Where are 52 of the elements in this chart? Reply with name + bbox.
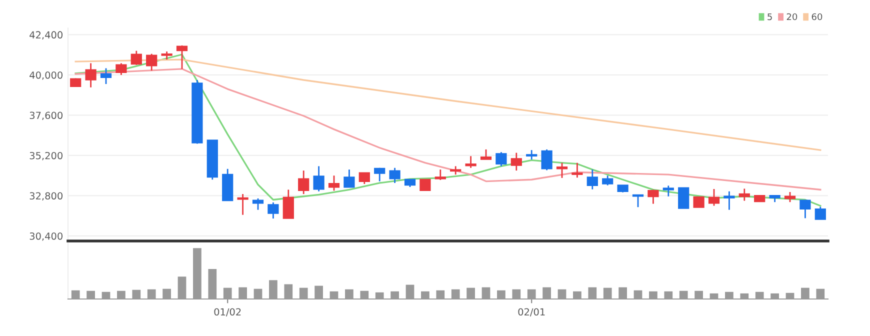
candlestick: [708, 188, 720, 206]
candlestick: [738, 188, 750, 202]
candlestick: [298, 170, 310, 195]
candlestick: [662, 184, 674, 198]
candlestick: [389, 167, 400, 184]
candlestick: [541, 148, 552, 171]
y-tick-label: 40,000: [30, 71, 62, 80]
candlestick: [268, 202, 279, 220]
x-tick-label: 01/02: [214, 308, 241, 316]
candlestick: [693, 196, 704, 208]
candlestick: [344, 168, 355, 188]
y-tick-label: 35,200: [30, 152, 62, 160]
candlestick: [146, 53, 158, 72]
candlestick: [648, 188, 659, 204]
candlestick: [556, 162, 568, 179]
candlestick: [784, 191, 796, 203]
candlestick: [252, 198, 264, 210]
candlestick: [572, 162, 583, 178]
candlestick: [358, 172, 370, 185]
candlestick: [724, 190, 735, 210]
candlestick: [116, 62, 127, 76]
candlestick: [282, 188, 294, 219]
candlestick: [602, 174, 614, 186]
candlestick: [420, 178, 431, 192]
candlestick: [496, 151, 507, 167]
candlestick: [586, 168, 598, 190]
y-tick-label: 42,400: [30, 31, 62, 40]
legend-label: 60: [812, 13, 822, 20]
y-tick-label: 37,600: [30, 112, 62, 120]
candlestick: [100, 68, 112, 85]
y-tick-label: 30,400: [30, 232, 62, 241]
candlestick: [814, 206, 826, 220]
candlestick: [434, 168, 446, 181]
y-tick-label: 32,800: [30, 192, 62, 201]
candlestick: [465, 155, 476, 169]
candlestick: [480, 148, 492, 160]
candlestick: [526, 149, 538, 160]
candlestick: [800, 200, 811, 219]
candlestick: [678, 187, 690, 209]
legend-label: 5: [768, 13, 772, 20]
line-series: [74, 68, 822, 191]
candlestick: [313, 166, 324, 192]
candlestick: [328, 174, 340, 192]
line-series: [74, 58, 822, 151]
candlestick: [510, 152, 522, 172]
legend-label: 20: [786, 13, 798, 20]
candlestick: [374, 167, 386, 182]
candlestick: [176, 44, 188, 70]
candlestick: [85, 62, 96, 88]
candlestick: [237, 193, 248, 216]
candlestick: [130, 50, 142, 66]
x-tick-label: 02/01: [518, 308, 545, 316]
